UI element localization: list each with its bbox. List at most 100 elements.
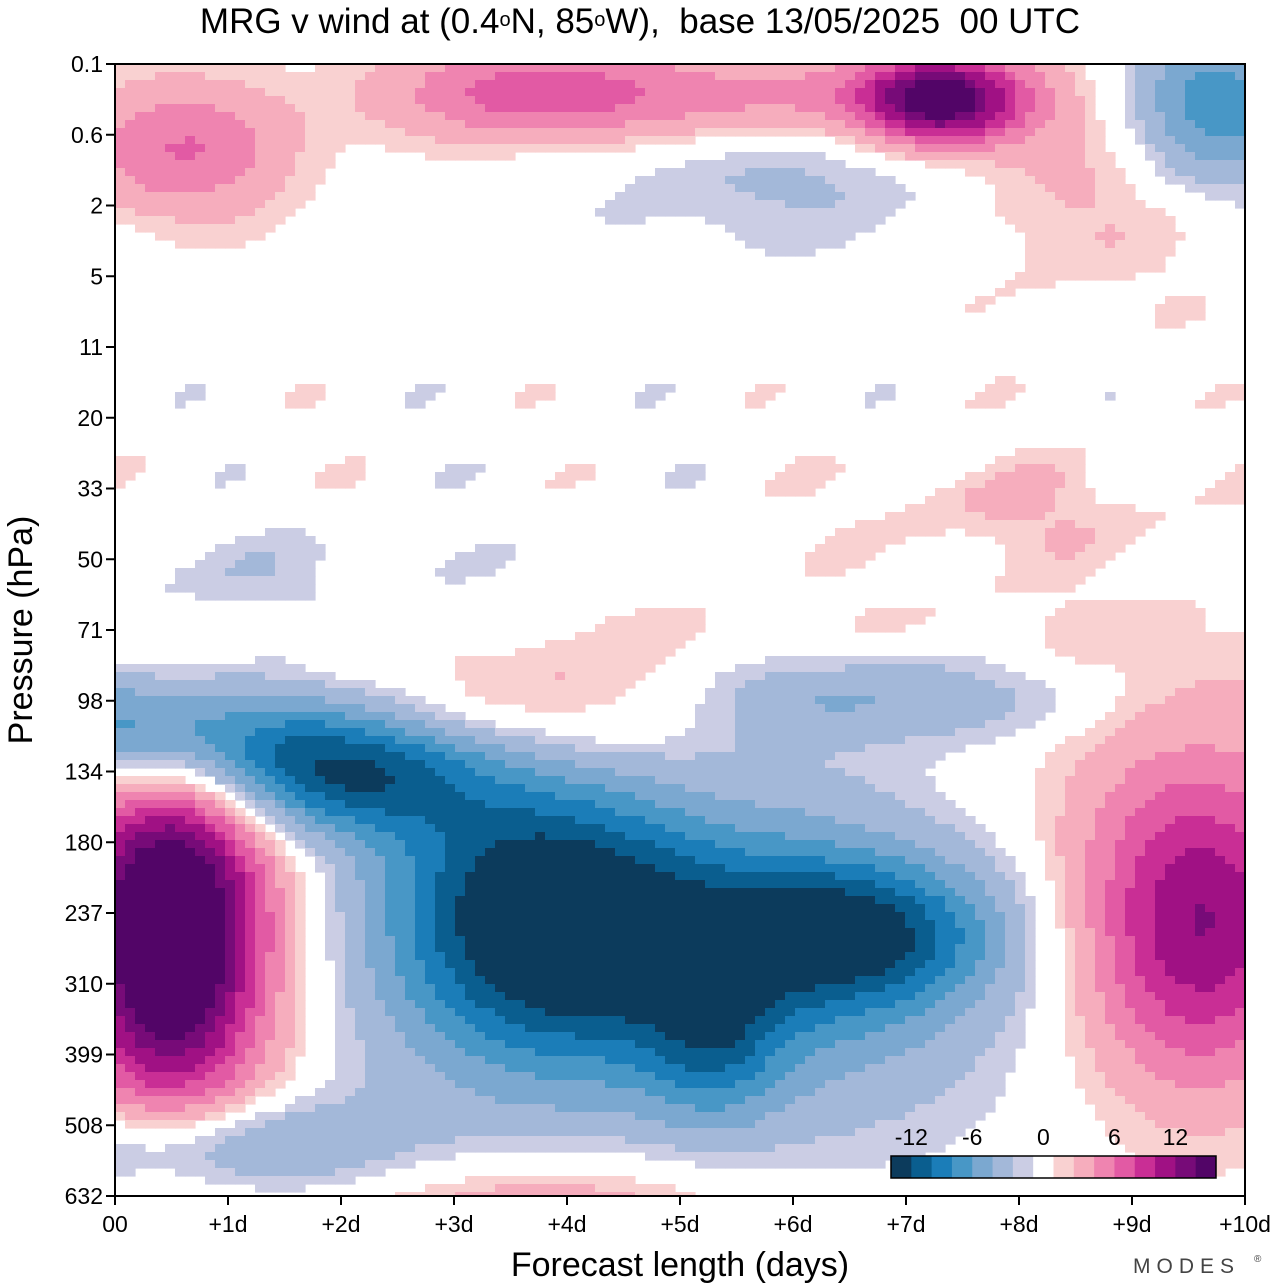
contour-cell [715,784,726,793]
contour-cell [405,744,416,753]
contour-cell [195,72,206,81]
contour-cell [1195,768,1206,777]
contour-cell [1155,704,1166,713]
contour-cell [1045,536,1056,545]
contour-cell [1105,200,1116,209]
contour-cell [1005,512,1016,521]
contour-cell [305,704,316,713]
contour-cell [415,400,426,409]
contour-cell [1235,792,1245,801]
contour-cell [195,688,206,697]
contour-cell [1065,552,1076,561]
contour-cell [605,688,616,697]
contour-cell [115,688,126,697]
contour-cell [1055,80,1066,89]
contour-cell [865,656,876,665]
contour-cell [515,664,526,673]
contour-cell [735,184,746,193]
contour-cell [1205,136,1216,145]
contour-cell [415,72,426,81]
contour-cell [855,216,866,225]
contour-cell [855,520,866,529]
contour-cell [605,96,616,105]
contour-cell [415,816,426,825]
contour-cell [835,192,846,201]
contour-cell [925,128,936,137]
contour-cell [595,768,606,777]
contour-cell [965,832,976,841]
contour-cell [245,216,256,225]
contour-cell [315,832,326,841]
contour-cell [1075,488,1086,497]
contour-cell [905,128,916,137]
contour-cell [1015,176,1026,185]
contour-cell [565,464,576,473]
contour-cell [755,744,766,753]
contour-cell [435,776,446,785]
contour-cell [1115,728,1126,737]
contour-cell [1155,680,1166,689]
contour-cell [1095,768,1106,777]
contour-cell [965,488,976,497]
contour-cell [115,792,126,801]
contour-cell [145,680,156,689]
contour-cell [895,80,906,89]
contour-cell [395,744,406,753]
contour-cell [895,744,906,753]
contour-cell [805,736,816,745]
contour-cell [555,96,566,105]
contour-cell [685,136,696,145]
contour-cell [115,216,126,225]
contour-cell [345,816,356,825]
contour-cell [415,64,426,73]
contour-cell [305,688,316,697]
contour-cell [1165,792,1176,801]
contour-cell [925,528,936,537]
contour-cell [345,64,356,73]
contour-cell [605,800,616,809]
contour-cell [285,728,296,737]
contour-cell [1085,96,1096,105]
contour-cell [985,728,996,737]
contour-cell [865,816,876,825]
contour-cell [1105,160,1116,169]
contour-cell [285,696,296,705]
contour-cell [505,768,516,777]
contour-cell [455,552,466,561]
contour-cell [1015,88,1026,97]
contour-cell [845,536,856,545]
contour-cell [795,240,806,249]
contour-cell [195,792,206,801]
contour-cell [975,736,986,745]
contour-cell [435,720,446,729]
contour-cell [315,808,326,817]
contour-cell [295,192,306,201]
contour-cell [925,120,936,129]
contour-cell [155,704,166,713]
contour-cell [155,736,166,745]
contour-cell [575,664,586,673]
contour-cell [1135,112,1146,121]
contour-cell [1065,184,1076,193]
contour-cell [855,96,866,105]
contour-cell [695,792,706,801]
contour-cell [1145,712,1156,721]
contour-cell [925,696,936,705]
contour-cell [1125,720,1136,729]
contour-cell [595,120,606,129]
contour-cell [1095,816,1106,825]
contour-cell [1225,72,1236,81]
contour-cell [275,744,286,753]
contour-cell [955,144,966,153]
contour-cell [875,792,886,801]
contour-cell [505,728,516,737]
contour-cell [1225,88,1236,97]
contour-cell [155,808,166,817]
contour-cell [775,656,786,665]
contour-cell [1105,824,1116,833]
contour-cell [1105,728,1116,737]
contour-cell [1025,232,1036,241]
contour-cell [255,720,266,729]
contour-cell [585,832,596,841]
contour-cell [755,112,766,121]
